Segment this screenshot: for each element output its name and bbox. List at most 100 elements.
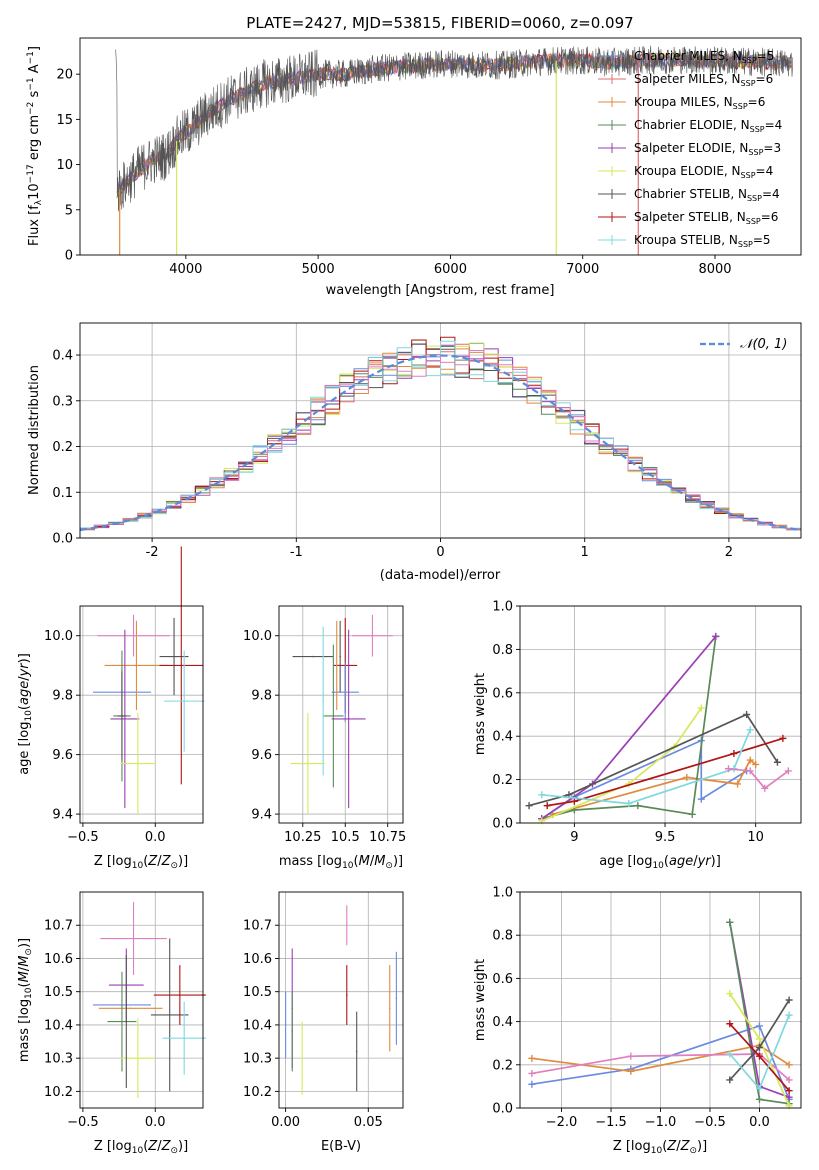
age-vs-z-point <box>121 715 123 717</box>
histogram-legend: 𝒩(0, 1) <box>700 337 787 352</box>
age-vs-mass-point <box>371 634 374 637</box>
weight-vs-age-series-line <box>528 713 779 807</box>
histogram-xtick-label: 2 <box>725 545 733 560</box>
weight-vs-age-series-marker <box>746 767 754 775</box>
histogram-ytick-label: 0.1 <box>52 486 73 501</box>
mass-vs-z-ytick-label: 10.5 <box>44 985 73 1000</box>
weight-vs-z-panel: −2.0 −1.5 −1.0 −0.5 0.0 0.0 0.2 0.4 0.6 0.8 1.0 Z … <box>473 886 802 1156</box>
age-vs-z-xtick-label: −0.5 <box>67 830 99 845</box>
mass-vs-ebv-point <box>395 997 398 1000</box>
weight-vs-age-axes <box>519 605 802 824</box>
weight-vs-z-series-marker <box>726 1076 734 1084</box>
weight-vs-age-ytick-label: 0.8 <box>492 643 513 658</box>
histogram-xtick-label: -2 <box>146 545 159 560</box>
weight-vs-age-ytick-label: 0.2 <box>492 773 513 788</box>
weight-vs-z-series-line <box>531 1053 790 1081</box>
mass-vs-z-ytick-label: 10.4 <box>44 1018 73 1033</box>
weight-vs-z-xtick-label: −0.5 <box>694 1115 726 1130</box>
weight-vs-age-series-marker <box>688 810 696 818</box>
histogram-ylabel: Normed distribution <box>27 365 42 495</box>
spectrum-ytick-label: 5 <box>65 203 73 218</box>
weight-vs-z-series-marker <box>528 1054 536 1062</box>
weight-vs-age-panel: 9 9.5 10 0.0 0.2 0.4 0.6 0.8 1.0 age [log10(age/… <box>473 600 802 871</box>
mass-vs-z-ytick-label: 10.7 <box>44 919 73 934</box>
spectrum-xlabel: wavelength [Angstrom, rest frame] <box>326 283 555 298</box>
mass-vs-ebv-point <box>345 994 348 996</box>
weight-vs-age-series-marker <box>634 802 642 810</box>
mass-vs-ebv-point <box>284 1024 287 1026</box>
weight-vs-z-series-marker <box>785 1093 793 1101</box>
mass-vs-ebv-ytick-label: 10.4 <box>243 1018 272 1033</box>
weight-vs-z-axes <box>519 891 802 1109</box>
mass-vs-z-xtick-label: 0.0 <box>145 1115 166 1130</box>
mass-vs-ebv-panel: 0.00 0.05 10.2 10.3 10.4 10.5 10.6 10.7 E(B-V) <box>243 891 404 1154</box>
histogram-marks <box>79 336 802 532</box>
mass-vs-z-panel: −0.5 0.0 10.2 10.3 10.4 10.5 10.6 10.7 Z [log10… <box>17 891 206 1156</box>
mass-vs-ebv-point <box>291 1030 294 1033</box>
figure-title: PLATE=2427, MJD=53815, FIBERID=0060, z=0… <box>246 14 633 32</box>
weight-vs-age-series-line <box>541 707 702 822</box>
histogram-xlabel: (data-model)/error <box>380 568 501 583</box>
weight-vs-z-xtick-label: −2.0 <box>546 1115 578 1130</box>
weight-vs-z-series-marker <box>785 1011 793 1019</box>
age-vs-mass-marks: 10.25 10.5 10.75 9.4 9.6 9.8 10.0 <box>243 606 406 845</box>
mass-vs-z-point <box>132 937 135 940</box>
weight-vs-age-series-line <box>541 636 717 820</box>
age-vs-mass-point <box>332 715 335 717</box>
weight-vs-z-ytick-label: 1.0 <box>492 886 513 901</box>
weight-vs-age-ytick-label: 0.6 <box>492 686 513 701</box>
spectrum-marks <box>115 45 794 255</box>
histogram-grid: -2 -1 0 1 2 0.0 0.1 0.2 0.3 0.4 <box>52 323 801 560</box>
age-vs-mass-panel: 10.25 10.5 10.75 9.4 9.6 9.8 10.0 mass [log10(… <box>243 605 406 871</box>
mass-vs-z-marks: −0.5 0.0 10.2 10.3 10.4 10.5 10.6 10.7 <box>44 892 206 1130</box>
mass-vs-z-point <box>125 1020 128 1023</box>
spectrum-legend-label: Kroupa MILES, NSSP=6 <box>634 95 765 111</box>
weight-vs-age-series-line <box>728 767 789 790</box>
spectrum-legend-label: Salpeter ELODIE, NSSP=3 <box>634 141 781 157</box>
spectrum-axes <box>79 37 802 256</box>
age-vs-mass-ytick-label: 9.8 <box>251 689 272 704</box>
weight-vs-age-xtick-label: 9.5 <box>655 830 676 845</box>
mass-vs-z-xlabel: Z [log10(Z/Z⊙)] <box>94 1139 188 1156</box>
weight-vs-age-series-marker <box>525 802 533 810</box>
weight-vs-z-series-marker <box>755 1095 763 1103</box>
mass-vs-ebv-ytick-label: 10.3 <box>243 1052 272 1067</box>
age-vs-z-point <box>124 718 126 720</box>
spectrum-ytick-label: 15 <box>56 113 73 128</box>
spectrum-legend-label: Kroupa ELODIE, NSSP=4 <box>634 164 773 180</box>
spectrum-panel: 4000 5000 6000 7000 8000 0 5 10 15 20 wavelength … <box>26 37 802 298</box>
weight-vs-z-series-marker <box>785 996 793 1004</box>
histogram-ytick-label: 0.3 <box>52 394 73 409</box>
weight-vs-z-series-marker <box>785 1061 793 1069</box>
weight-vs-age-series-line <box>541 729 751 805</box>
age-vs-z-xlabel: Z [log10(Z/Z⊙)] <box>94 854 188 871</box>
spectrum-ticks: 4000 5000 6000 7000 8000 0 5 10 15 20 <box>56 68 731 277</box>
weight-vs-z-series-marker <box>726 1050 734 1058</box>
weight-vs-z-xtick-label: −1.5 <box>595 1115 627 1130</box>
spectrum-xtick-label: 8000 <box>698 262 731 277</box>
age-vs-mass-xtick-label: 10.75 <box>369 830 406 845</box>
weight-vs-z-ytick-label: 0.8 <box>492 929 513 944</box>
weight-vs-age-series-marker <box>746 756 754 764</box>
weight-vs-age-series-marker <box>697 704 705 712</box>
mass-vs-z-point <box>129 1007 132 1010</box>
mass-vs-z-axes <box>79 891 204 1109</box>
age-vs-mass-point <box>307 762 309 765</box>
histogram-xtick-label: 0 <box>436 545 444 560</box>
weight-vs-z-xlabel: Z [log10(Z/Z⊙)] <box>613 1139 707 1156</box>
age-vs-mass-point <box>312 655 314 658</box>
weight-vs-z-series-marker <box>755 1022 763 1030</box>
age-vs-mass-axes <box>278 605 404 824</box>
age-vs-mass-xtick-label: 10.5 <box>331 830 360 845</box>
age-vs-z-ytick-label: 9.4 <box>52 808 73 823</box>
residual-histogram-panel: -2 -1 0 1 2 0.0 0.1 0.2 0.3 0.4 (data-model)/erro… <box>27 322 802 583</box>
mass-vs-ebv-xlabel: E(B-V) <box>321 1139 361 1154</box>
weight-vs-age-xlabel: age [log10(age/yr)] <box>599 854 721 871</box>
weight-vs-age-ytick-label: 0.4 <box>492 730 513 745</box>
weight-vs-z-series-line <box>531 1024 790 1100</box>
weight-vs-age-series-marker <box>743 711 751 718</box>
weight-vs-z-series-marker <box>627 1052 635 1060</box>
mass-vs-ebv-ytick-label: 10.2 <box>243 1085 272 1100</box>
weight-vs-age-series-marker <box>734 780 742 788</box>
